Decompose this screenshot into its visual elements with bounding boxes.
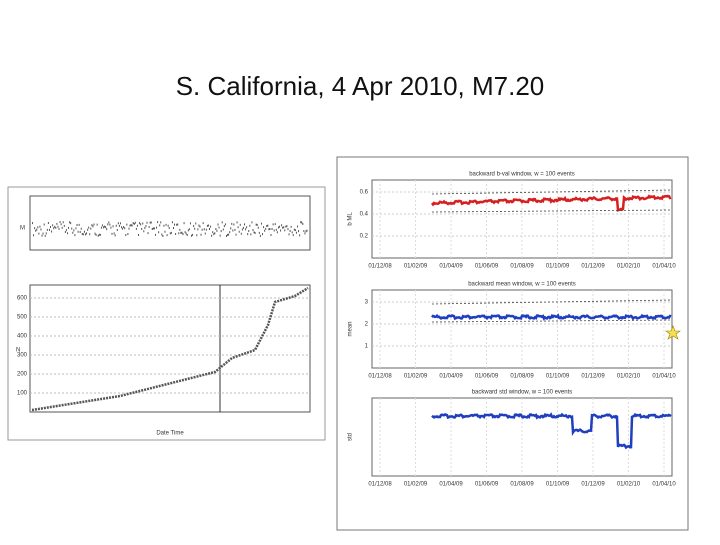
panel-title: backward std window, w = 100 events (472, 390, 573, 396)
band-lower (431, 209, 673, 213)
x-tick-label: 01/10/09 (546, 264, 570, 270)
y-label: mean (348, 321, 354, 336)
y-tick-label: 200 (17, 372, 28, 378)
x-tick-label: 01/12/08 (368, 264, 392, 270)
x-tick-label: 01/08/09 (510, 482, 534, 488)
plots: 600 500 400 300 200 100 backward b-val window,… (17, 172, 681, 488)
y-tick-label: 300 (17, 353, 28, 359)
y-tick-label: 100 (17, 391, 28, 397)
left-bottom-plot (29, 284, 311, 413)
slide-title: S. California, 4 Apr 2010, M7.20 (176, 71, 545, 101)
band-upper (431, 189, 673, 195)
panel-title: backward mean window, w = 100 events (468, 282, 576, 288)
series-line (430, 194, 672, 212)
y-tick-label: 3 (365, 300, 369, 306)
x-tick-label: 01/02/10 (617, 374, 641, 380)
x-tick-label: 01/12/09 (581, 374, 605, 380)
band-upper (431, 299, 673, 305)
right-figure (336, 156, 689, 531)
x-tick-label: 01/02/10 (617, 264, 641, 270)
magnitude-marks (32, 221, 308, 237)
y-tick-label: 500 (17, 315, 28, 321)
x-tick-label: 01/10/09 (546, 482, 570, 488)
y-tick-label: 0.2 (360, 234, 369, 240)
x-tick-label: 01/04/10 (652, 482, 676, 488)
x-label: Date Time (156, 431, 184, 437)
x-tick-label: 01/06/09 (475, 264, 499, 270)
x-tick-label: 01/04/10 (652, 374, 676, 380)
x-tick-label: 01/08/09 (510, 264, 534, 270)
series-line (431, 313, 672, 321)
x-tick-label: 01/04/09 (439, 482, 463, 488)
x-tick-label: 01/12/08 (368, 374, 392, 380)
star (665, 325, 681, 340)
x-tick-label: 01/02/09 (404, 264, 428, 270)
x-tick-label: 01/10/09 (546, 374, 570, 380)
x-tick-label: 01/12/09 (581, 482, 605, 488)
x-tick-label: 01/02/09 (404, 374, 428, 380)
band-lower (431, 319, 673, 323)
x-tick-label: 01/04/10 (652, 264, 676, 270)
x-tick-label: 01/08/09 (510, 374, 534, 380)
y-tick-label: 1 (365, 344, 369, 350)
y-tick-label: 2 (365, 322, 369, 328)
x-tick-label: 01/12/09 (581, 264, 605, 270)
y-label: N (16, 348, 20, 354)
x-tick-label: 01/02/10 (617, 482, 641, 488)
panel-title: backward b-val window, w = 100 events (469, 172, 575, 178)
y-tick-label: 400 (17, 334, 28, 340)
x-tick-label: 01/06/09 (475, 374, 499, 380)
x-tick-label: 01/04/09 (439, 374, 463, 380)
y-tick-label: 0.4 (360, 212, 369, 218)
cumulative-curve (31, 286, 309, 412)
x-tick-label: 01/04/09 (439, 264, 463, 270)
x-tick-label: 01/06/09 (475, 482, 499, 488)
y-label: b ML (348, 212, 354, 226)
series-line (431, 412, 672, 450)
x-tick-label: 01/12/08 (368, 482, 392, 488)
y-tick-label: 0.6 (360, 190, 369, 196)
y-label: std (348, 433, 354, 441)
y-tick-label: 600 (17, 296, 28, 302)
y-label: M (20, 226, 25, 232)
x-tick-label: 01/02/09 (404, 482, 428, 488)
left-top-plot (29, 195, 311, 251)
